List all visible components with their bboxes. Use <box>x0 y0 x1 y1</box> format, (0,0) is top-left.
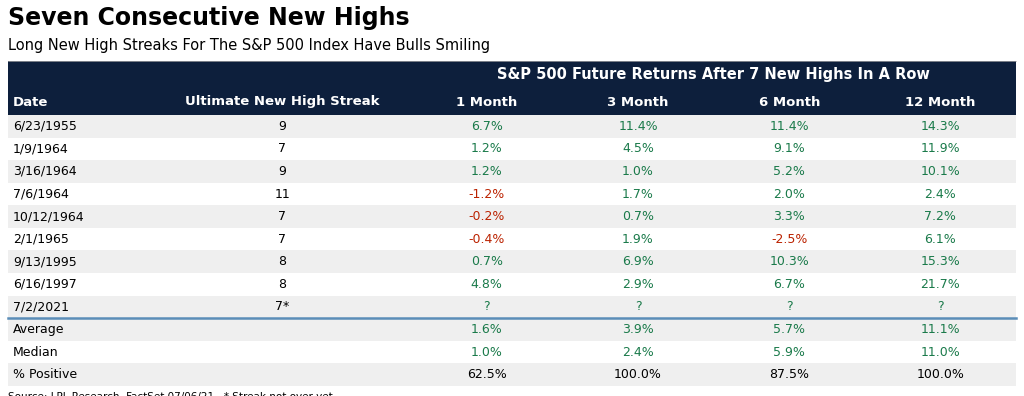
Bar <box>8 205 1016 228</box>
Text: Date: Date <box>13 95 48 109</box>
Text: 10.1%: 10.1% <box>921 165 961 178</box>
Text: 1.2%: 1.2% <box>471 165 503 178</box>
Text: 6.9%: 6.9% <box>623 255 654 268</box>
Text: 11.4%: 11.4% <box>618 120 657 133</box>
Text: 87.5%: 87.5% <box>769 368 809 381</box>
Bar <box>8 318 1016 341</box>
Text: 7: 7 <box>279 143 286 155</box>
Text: 7.2%: 7.2% <box>925 210 956 223</box>
Text: 7: 7 <box>279 233 286 246</box>
Text: 21.7%: 21.7% <box>921 278 961 291</box>
Text: 14.3%: 14.3% <box>921 120 961 133</box>
Text: 3/16/1964: 3/16/1964 <box>13 165 77 178</box>
Bar <box>8 228 1016 251</box>
Text: 1.6%: 1.6% <box>471 323 503 336</box>
Bar <box>8 61 1016 89</box>
Text: 8: 8 <box>279 278 286 291</box>
Text: 9: 9 <box>279 165 286 178</box>
Bar <box>8 89 1016 115</box>
Text: ?: ? <box>635 301 641 314</box>
Text: 9: 9 <box>279 120 286 133</box>
Bar <box>8 296 1016 318</box>
Text: -2.5%: -2.5% <box>771 233 807 246</box>
Text: 1.0%: 1.0% <box>471 346 503 359</box>
Text: 4.5%: 4.5% <box>622 143 654 155</box>
Text: 11.1%: 11.1% <box>921 323 961 336</box>
Text: 10/12/1964: 10/12/1964 <box>13 210 85 223</box>
Text: 12 Month: 12 Month <box>905 95 976 109</box>
Text: 8: 8 <box>279 255 286 268</box>
Text: 6.1%: 6.1% <box>925 233 956 246</box>
Text: % Positive: % Positive <box>13 368 77 381</box>
Text: 1 Month: 1 Month <box>456 95 517 109</box>
Text: Long New High Streaks For The S&P 500 Index Have Bulls Smiling: Long New High Streaks For The S&P 500 In… <box>8 38 490 53</box>
Bar <box>8 183 1016 205</box>
Text: Seven Consecutive New Highs: Seven Consecutive New Highs <box>8 6 410 30</box>
Text: 2/1/1965: 2/1/1965 <box>13 233 69 246</box>
Text: ?: ? <box>785 301 793 314</box>
Text: 11.4%: 11.4% <box>769 120 809 133</box>
Text: 1.0%: 1.0% <box>622 165 654 178</box>
Bar <box>8 341 1016 364</box>
Text: 5.7%: 5.7% <box>773 323 805 336</box>
Text: 6.7%: 6.7% <box>471 120 503 133</box>
Text: 3.9%: 3.9% <box>623 323 654 336</box>
Text: 11.0%: 11.0% <box>921 346 961 359</box>
Text: 6 Month: 6 Month <box>759 95 820 109</box>
Text: 2.4%: 2.4% <box>623 346 654 359</box>
Text: 6/16/1997: 6/16/1997 <box>13 278 77 291</box>
Text: 2.9%: 2.9% <box>623 278 654 291</box>
Text: ?: ? <box>937 301 944 314</box>
Text: 11: 11 <box>274 188 290 200</box>
Text: 0.7%: 0.7% <box>471 255 503 268</box>
Text: 2.4%: 2.4% <box>925 188 956 200</box>
Text: ?: ? <box>483 301 490 314</box>
Text: 9/13/1995: 9/13/1995 <box>13 255 77 268</box>
Bar <box>8 137 1016 160</box>
Text: 0.7%: 0.7% <box>622 210 654 223</box>
Text: 7*: 7* <box>274 301 289 314</box>
Text: 7/2/2021: 7/2/2021 <box>13 301 69 314</box>
Text: 5.9%: 5.9% <box>773 346 805 359</box>
Text: 100.0%: 100.0% <box>614 368 662 381</box>
Text: 6/23/1955: 6/23/1955 <box>13 120 77 133</box>
Text: 10.3%: 10.3% <box>769 255 809 268</box>
Text: -0.2%: -0.2% <box>469 210 505 223</box>
Text: Median: Median <box>13 346 58 359</box>
Text: 1.2%: 1.2% <box>471 143 503 155</box>
Bar <box>8 364 1016 386</box>
Text: 1.9%: 1.9% <box>623 233 654 246</box>
Text: 2.0%: 2.0% <box>773 188 805 200</box>
Text: 100.0%: 100.0% <box>916 368 965 381</box>
Text: 3.3%: 3.3% <box>773 210 805 223</box>
Bar <box>8 251 1016 273</box>
Text: 1.7%: 1.7% <box>622 188 654 200</box>
Text: 62.5%: 62.5% <box>467 368 507 381</box>
Text: 9.1%: 9.1% <box>773 143 805 155</box>
Text: S&P 500 Future Returns After 7 New Highs In A Row: S&P 500 Future Returns After 7 New Highs… <box>498 67 930 82</box>
Text: Source: LPL Research, FactSet 07/06/21   * Streak not over yet: Source: LPL Research, FactSet 07/06/21 *… <box>8 392 333 396</box>
Text: 4.8%: 4.8% <box>471 278 503 291</box>
Bar <box>8 115 1016 137</box>
Text: -1.2%: -1.2% <box>469 188 505 200</box>
Text: Average: Average <box>13 323 65 336</box>
Bar <box>8 160 1016 183</box>
Text: 3 Month: 3 Month <box>607 95 669 109</box>
Text: -0.4%: -0.4% <box>469 233 505 246</box>
Text: 6.7%: 6.7% <box>773 278 805 291</box>
Text: 15.3%: 15.3% <box>921 255 961 268</box>
Text: 1/9/1964: 1/9/1964 <box>13 143 69 155</box>
Text: 5.2%: 5.2% <box>773 165 805 178</box>
Text: 7: 7 <box>279 210 286 223</box>
Text: 11.9%: 11.9% <box>921 143 961 155</box>
Bar <box>8 273 1016 296</box>
Text: Ultimate New High Streak: Ultimate New High Streak <box>184 95 379 109</box>
Text: 7/6/1964: 7/6/1964 <box>13 188 69 200</box>
